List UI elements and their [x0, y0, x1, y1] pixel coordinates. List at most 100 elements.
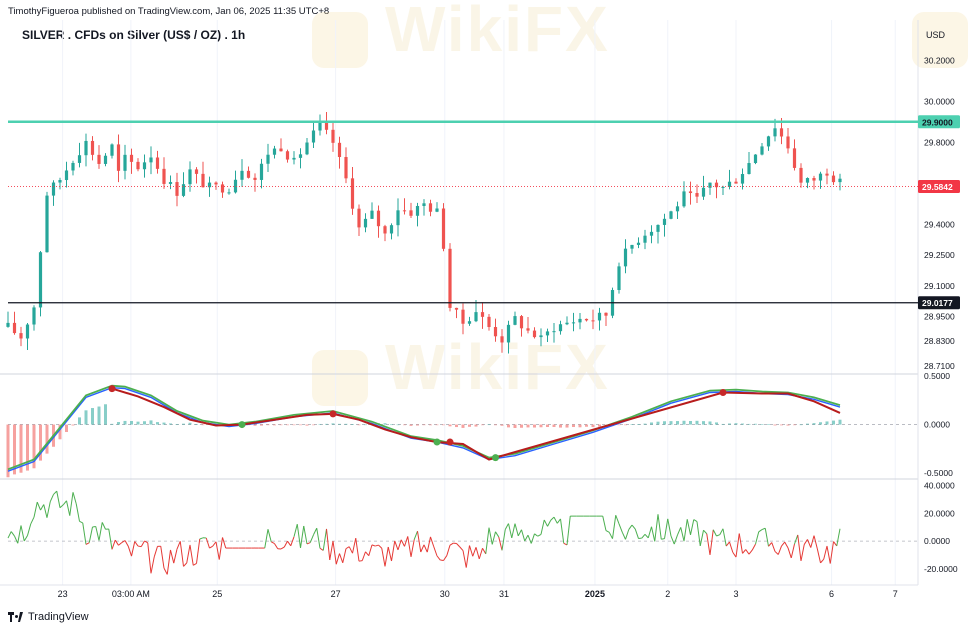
- candle: [474, 300, 478, 323]
- footer-brand[interactable]: TradingView: [8, 611, 89, 623]
- osc-segment: [329, 540, 334, 561]
- candle: [539, 328, 543, 347]
- osc-segment: [530, 533, 535, 544]
- candle-body: [103, 155, 108, 164]
- osc-segment: [751, 543, 756, 551]
- macd-histogram-bar: [721, 423, 725, 425]
- macd-histogram-bar: [799, 424, 803, 426]
- macd-histogram-bar: [266, 424, 270, 426]
- osc-segment: [287, 540, 292, 547]
- osc-segment: [511, 523, 516, 539]
- candle: [682, 181, 686, 208]
- osc-segment: [348, 546, 353, 554]
- macd-histogram-bar: [416, 424, 419, 426]
- time-tick-label: 31: [499, 589, 509, 599]
- macd-histogram-bar: [175, 424, 179, 425]
- osc-segment: [69, 492, 74, 516]
- osc-segment: [391, 540, 396, 562]
- osc-segment: [212, 541, 217, 547]
- osc-segment: [413, 531, 418, 540]
- osc-segment: [400, 539, 405, 547]
- candle: [402, 198, 407, 215]
- macd-histogram-bar: [325, 423, 328, 425]
- osc-segment: [771, 542, 776, 552]
- macd-histogram-bar: [812, 423, 816, 425]
- macd-histogram-bar: [754, 423, 757, 425]
- candle: [701, 175, 706, 200]
- candle-body: [331, 129, 335, 143]
- osc-segment: [66, 500, 71, 516]
- candle-body: [740, 174, 745, 184]
- macd-histogram-bar: [500, 424, 504, 426]
- macd-histogram-bar: [123, 420, 127, 425]
- osc-segment: [485, 527, 490, 554]
- macd-histogram-bar: [19, 424, 23, 473]
- candle: [480, 302, 485, 329]
- candle-body: [545, 331, 550, 336]
- last-price-label-bg: [918, 180, 960, 194]
- candle: [240, 159, 244, 187]
- osc-segment: [121, 540, 126, 544]
- time-tick-label: 23: [58, 589, 68, 599]
- osc-segment: [423, 544, 428, 553]
- tradingview-logo-icon: [8, 612, 24, 622]
- price-tick-label: 29.4000: [924, 219, 955, 229]
- macd-histogram-bar: [188, 422, 192, 425]
- macd-histogram-bar: [136, 421, 140, 425]
- macd-cross-dot: [329, 410, 337, 418]
- candle-body: [162, 168, 166, 184]
- candle-body: [64, 170, 69, 181]
- osc-segment: [625, 529, 630, 540]
- candle-body: [233, 179, 238, 193]
- candle-body: [799, 167, 803, 183]
- osc-segment: [784, 541, 789, 549]
- macd-tick-label: -0.5000: [924, 468, 953, 478]
- candle: [409, 202, 413, 219]
- macd-histogram-bar: [747, 423, 751, 425]
- candle: [162, 157, 166, 189]
- osc-segment: [173, 548, 178, 564]
- watermark-mid: WikiFX: [385, 331, 610, 403]
- candle-body: [19, 333, 23, 339]
- candle-body: [259, 163, 264, 180]
- candle-body: [506, 324, 511, 343]
- osc-segment: [322, 528, 327, 551]
- candle: [324, 111, 329, 135]
- candle: [188, 161, 192, 192]
- macd-histogram-bar: [773, 424, 777, 426]
- support-label-bg: [918, 296, 960, 310]
- osc-segment: [98, 522, 103, 541]
- candle-body: [597, 312, 602, 321]
- osc-segment: [527, 534, 532, 544]
- macd-histogram-bar: [305, 424, 309, 426]
- osc-segment: [384, 546, 389, 567]
- osc-segment: [836, 528, 841, 547]
- macd-histogram-bar: [630, 424, 634, 425]
- candle: [168, 175, 173, 190]
- osc-segment: [283, 540, 288, 548]
- osc-segment: [823, 545, 828, 560]
- candle: [591, 309, 595, 330]
- osc-segment: [686, 519, 691, 536]
- osc-segment: [381, 548, 386, 567]
- candle: [123, 144, 127, 180]
- candle: [656, 224, 660, 244]
- osc-segment: [85, 542, 90, 545]
- candle: [305, 137, 309, 156]
- osc-segment: [46, 501, 51, 518]
- candle-body: [734, 181, 738, 184]
- osc-segment: [813, 535, 818, 549]
- macd-histogram-bar: [494, 424, 497, 426]
- time-tick-label: 6: [829, 589, 834, 599]
- candle-body: [155, 157, 160, 169]
- macd-histogram-bar: [591, 424, 595, 428]
- osc-segment: [498, 536, 503, 551]
- candle-body: [675, 206, 680, 212]
- candle: [181, 172, 186, 198]
- macd-histogram-bar: [409, 424, 413, 426]
- osc-segment: [27, 523, 32, 536]
- osc-segment: [566, 516, 571, 546]
- macd-histogram-bar: [104, 404, 107, 425]
- candle-body: [123, 154, 127, 171]
